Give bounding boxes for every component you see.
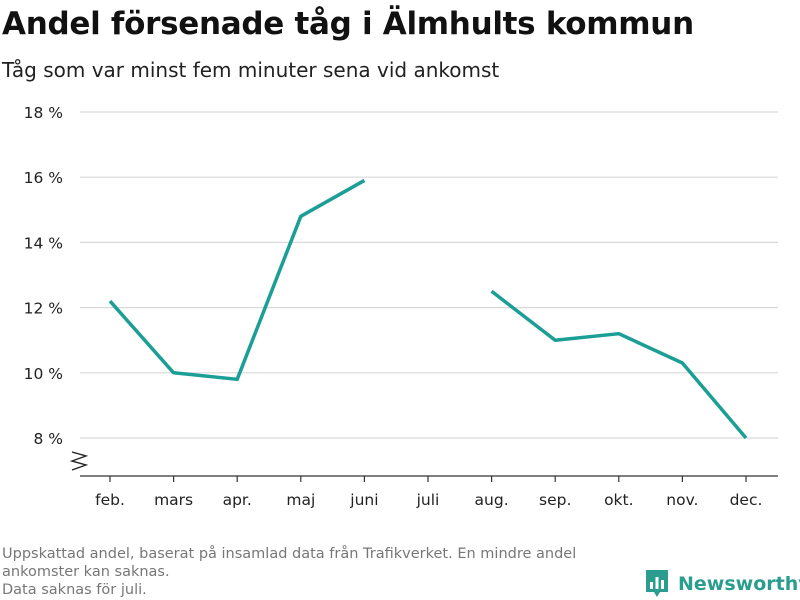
series-line: [490, 289, 748, 440]
bar-chart-icon: [646, 570, 668, 597]
x-axis-labels: feb. mars apr. maj juni juli aug. sep. okt. nov. d…: [95, 491, 762, 509]
x-tick-label: okt.: [604, 491, 633, 509]
footnote-line-3: Data saknas för juli.: [2, 582, 147, 598]
brand-name: Newsworthy: [678, 573, 800, 595]
y-tick-label: 10 %: [24, 365, 63, 383]
y-tick-label: 12 %: [24, 300, 63, 318]
y-tick-label: 8 %: [33, 430, 63, 448]
axis-break-mark: [69, 451, 89, 471]
x-tick-label: feb.: [95, 491, 125, 509]
gridlines: [80, 111, 778, 439]
series-lines: [108, 178, 748, 440]
x-axis: [69, 451, 778, 482]
x-tick-label: juni: [349, 491, 378, 509]
footnote: Uppskattad andel, baserat på insamlad da…: [2, 545, 642, 599]
x-tick-label: sep.: [539, 491, 571, 509]
footnote-line-1: Uppskattad andel, baserat på insamlad da…: [2, 546, 577, 562]
brand-logo: Newsworthy: [644, 568, 800, 600]
x-tick-label: apr.: [223, 491, 252, 509]
x-tick-label: mars: [154, 491, 193, 509]
y-tick-label: 14 %: [24, 234, 63, 252]
chart-title: Andel försenade tåg i Älmhults kommun: [2, 6, 694, 42]
x-tick-label: juli: [416, 491, 440, 509]
chart-subtitle: Tåg som var minst fem minuter sena vid a…: [2, 58, 500, 82]
line-chart: 8 % 10 % 12 % 14 % 16 % 18 % feb. mars apr. maj j…: [24, 104, 778, 509]
y-axis-labels: 8 % 10 % 12 % 14 % 16 % 18 %: [24, 104, 63, 448]
footnote-line-2: ankomster kan saknas.: [2, 564, 170, 580]
x-tick-label: nov.: [666, 491, 698, 509]
x-tick-label: dec.: [730, 491, 763, 509]
x-tick-label: aug.: [475, 491, 509, 509]
y-tick-label: 18 %: [24, 104, 63, 122]
y-tick-label: 16 %: [24, 169, 63, 187]
series-line: [108, 178, 366, 382]
x-tick-label: maj: [286, 491, 315, 509]
